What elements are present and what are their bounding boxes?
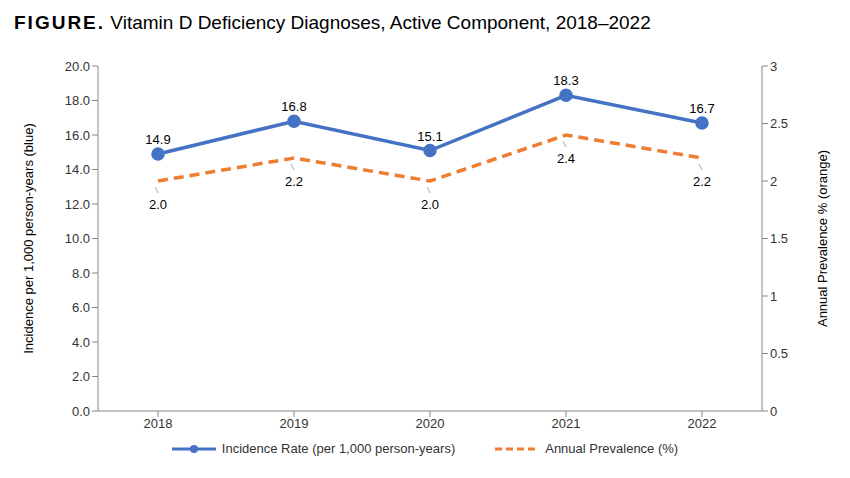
svg-text:2022: 2022 <box>688 416 717 431</box>
svg-text:2.2: 2.2 <box>693 174 711 189</box>
svg-text:Incidence per 1,000 person-yea: Incidence per 1,000 person-years (blue) <box>21 123 36 354</box>
svg-text:16.0: 16.0 <box>65 128 90 143</box>
svg-text:2.0: 2.0 <box>72 369 90 384</box>
html-text:Incidence Rate (per 1,000 pers: Incidence Rate (per 1,000 person-years) <box>221 441 456 456</box>
svg-text:4.0: 4.0 <box>72 335 90 350</box>
svg-text:14.0: 14.0 <box>65 162 90 177</box>
svg-text:2.0: 2.0 <box>149 197 167 212</box>
svg-text:1.5: 1.5 <box>770 231 788 246</box>
svg-text:2: 2 <box>770 174 777 189</box>
svg-text:2018: 2018 <box>144 416 173 431</box>
svg-text:15.1: 15.1 <box>417 129 442 144</box>
svg-text:14.9: 14.9 <box>145 132 170 147</box>
svg-text:0.5: 0.5 <box>770 346 788 361</box>
html-text:FIGURE. Vitamin D Deficiency D: FIGURE. Vitamin D Deficiency Diagnoses, … <box>14 12 651 33</box>
svg-text:2.4: 2.4 <box>557 151 575 166</box>
svg-text:12.0: 12.0 <box>65 197 90 212</box>
svg-text:6.0: 6.0 <box>72 300 90 315</box>
svg-text:10.0: 10.0 <box>65 231 90 246</box>
svg-text:18.0: 18.0 <box>65 93 90 108</box>
svg-text:Annual Prevalence % (orange): Annual Prevalence % (orange) <box>815 150 830 327</box>
svg-text:2.2: 2.2 <box>285 174 303 189</box>
svg-text:16.7: 16.7 <box>689 101 714 116</box>
svg-text:0.0: 0.0 <box>72 404 90 419</box>
svg-text:20.0: 20.0 <box>65 59 90 74</box>
svg-text:2020: 2020 <box>416 416 445 431</box>
svg-text:2019: 2019 <box>280 416 309 431</box>
svg-text:2.5: 2.5 <box>770 116 788 131</box>
svg-text:1: 1 <box>770 289 777 304</box>
svg-text:0: 0 <box>770 404 777 419</box>
html-text:Annual Prevalence (%): Annual Prevalence (%) <box>545 441 679 456</box>
svg-text:2.0: 2.0 <box>421 197 439 212</box>
svg-text:16.8: 16.8 <box>281 99 306 114</box>
svg-text:18.3: 18.3 <box>553 73 578 88</box>
svg-text:8.0: 8.0 <box>72 266 90 281</box>
svg-text:2021: 2021 <box>552 416 581 431</box>
svg-text:3: 3 <box>770 59 777 74</box>
